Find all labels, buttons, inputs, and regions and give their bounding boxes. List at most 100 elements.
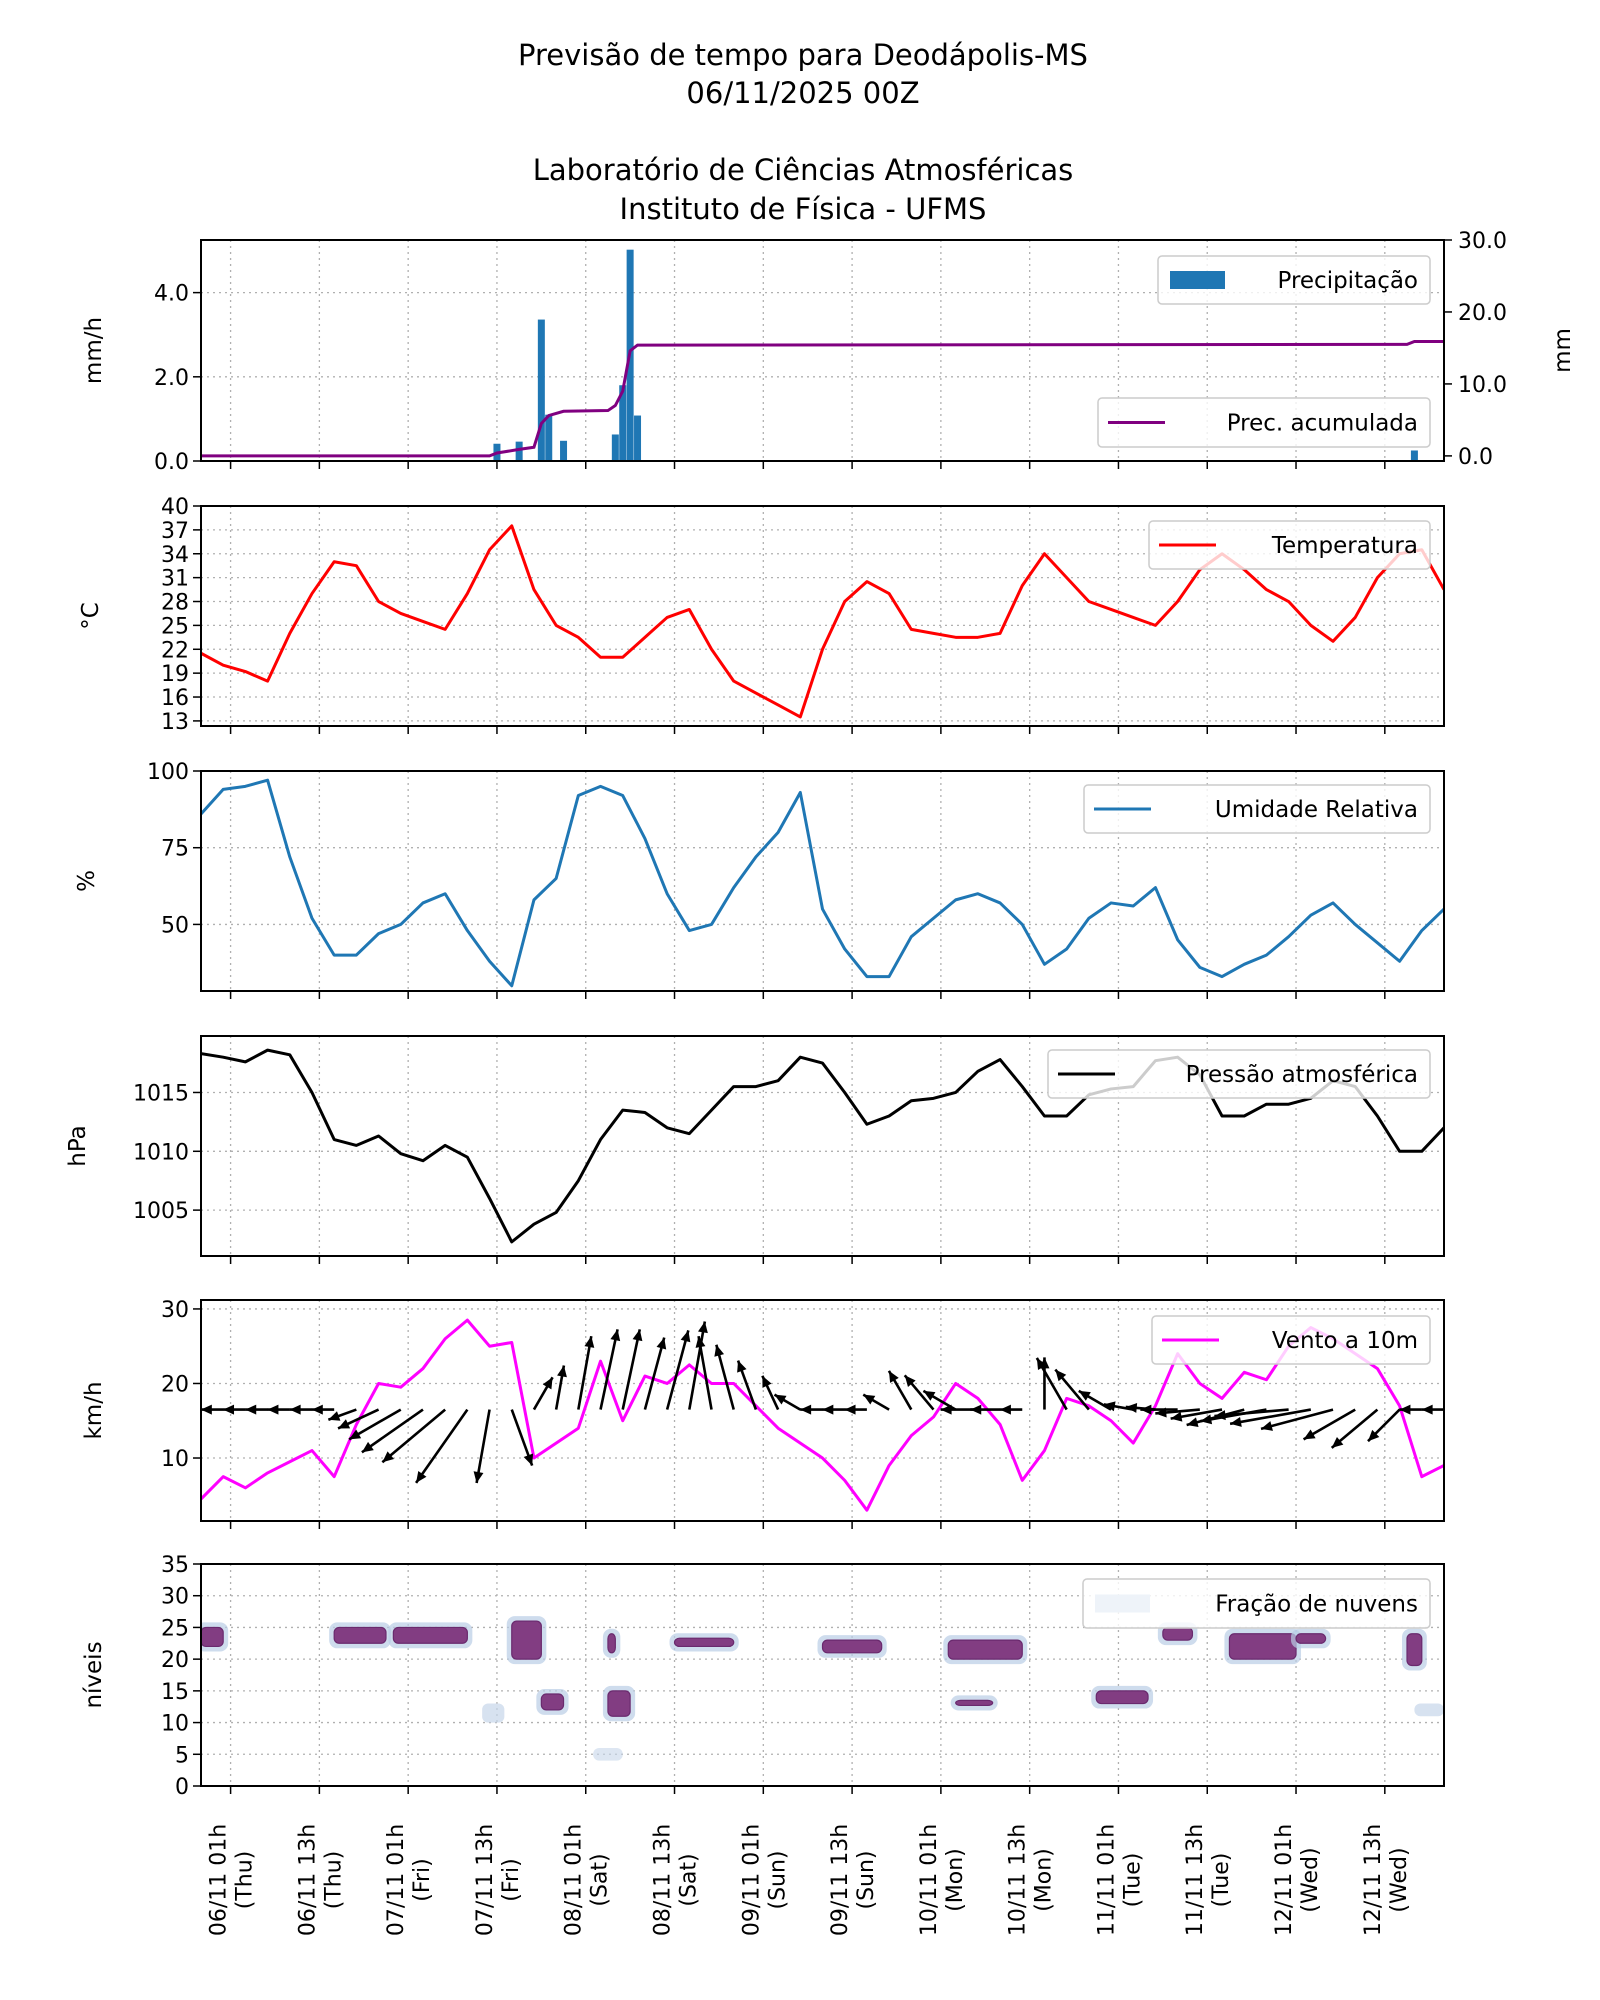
x-tick-label: 07/11 01h (Fri): [384, 1824, 435, 1936]
x-tick-date: 07/11 13h: [473, 1824, 498, 1936]
cloud-patch: [607, 1690, 631, 1717]
panel-pressure: 1005 1010 1015 hPa Pressão atmosférica: [65, 1035, 1445, 1264]
plot-area: [201, 1048, 1444, 1244]
wind-arrow: [361, 1408, 424, 1454]
wind-arrow: [1078, 1389, 1112, 1411]
wind-arrow-head: [223, 1404, 235, 1415]
x-tick-label: 08/11 01h (Sat): [562, 1824, 613, 1936]
x-tick-day: (Mon): [1032, 1848, 1057, 1912]
wind-arrow-head: [714, 1344, 725, 1357]
wind-arrow-shaft: [665, 1330, 690, 1410]
pressure-line: [201, 1048, 1444, 1244]
y-axis-label: mm/h: [81, 317, 107, 384]
y-tick-label: 1010: [133, 1140, 189, 1165]
x-tick-label: 10/11 01h (Mon): [917, 1824, 968, 1936]
y-tick-label: 34: [161, 543, 189, 568]
legend: Precipitação: [1157, 255, 1431, 305]
wind-arrow: [201, 1404, 224, 1415]
title-line-3: Laboratório de Ciências Atmosféricas: [533, 153, 1074, 187]
y-tick-label: 19: [161, 662, 189, 687]
wind-arrow: [1155, 1407, 1200, 1418]
x-tick-date: 07/11 01h: [384, 1824, 409, 1936]
wind-arrow: [736, 1360, 758, 1411]
wind-arrow-head: [923, 1390, 936, 1401]
wind-arrow: [862, 1393, 890, 1411]
wind-arrow-shaft: [643, 1337, 666, 1410]
wind-arrow-head: [338, 1419, 351, 1429]
wind-arrow: [348, 1408, 402, 1441]
accumulated-precip-line: [201, 339, 1444, 458]
axes-frame: [200, 239, 1445, 462]
plot-area: [201, 249, 1444, 461]
cloud-patch: [607, 1633, 616, 1654]
wind-arrow-head: [680, 1330, 691, 1343]
legend-label: Temperatura: [1271, 533, 1418, 559]
cloud-patch: [1228, 1633, 1297, 1660]
wind-arrow-head: [737, 1360, 747, 1373]
y-tick-label-right: 10.0: [1458, 373, 1507, 398]
wind-arrow-head: [179, 1405, 190, 1415]
precip-bar: [611, 434, 619, 461]
y-tick-label: 25: [161, 1616, 189, 1641]
precip-bar: [1410, 450, 1418, 461]
cloud-patch: [821, 1639, 883, 1654]
x-tick-label: 06/11 13h (Thu): [295, 1824, 346, 1936]
precip-bar: [619, 385, 627, 461]
wind-arrow: [223, 1404, 246, 1415]
wind-arrow: [381, 1408, 446, 1464]
cloud-patch: [392, 1626, 468, 1644]
wind-arrow-shaft: [1260, 1408, 1334, 1431]
cloud-patch: [1295, 1633, 1327, 1644]
y-tick-label: 4.0: [154, 282, 189, 307]
y-tick-label: 5: [175, 1743, 189, 1768]
legend-frame: [1083, 784, 1431, 834]
precip-bar: [560, 440, 568, 461]
wind-arrow: [903, 1374, 935, 1411]
wind-arrow: [311, 1404, 335, 1415]
y-tick-label: 31: [161, 567, 189, 592]
axes-frame: [200, 505, 1445, 727]
y-tick-label: 75: [161, 837, 189, 862]
wind-arrow-head: [656, 1337, 667, 1350]
wind-arrow-head: [940, 1404, 952, 1415]
cloud-patch: [540, 1693, 565, 1711]
wind-arrow: [714, 1344, 735, 1410]
wind-arrow: [1214, 1408, 1289, 1421]
y-tick-label: 1005: [133, 1199, 189, 1224]
wind-arrow: [761, 1375, 780, 1411]
wind-arrow-shaft: [697, 1335, 713, 1410]
wind-arrow-shaft: [414, 1408, 469, 1484]
cloud-patch: [673, 1637, 735, 1648]
y-tick-label: 16: [161, 686, 189, 711]
wind-arrow-shaft: [475, 1409, 491, 1484]
wind-arrow-head: [970, 1404, 982, 1415]
y-tick-label: 100: [147, 760, 189, 785]
wind-arrow-shaft: [621, 1329, 642, 1410]
cloud-patch-light: [1414, 1703, 1444, 1717]
x-tick-label: 11/11 01h (Tue): [1094, 1824, 1145, 1936]
wind-arrow-head: [844, 1404, 856, 1415]
wind-arrow-head: [1261, 1421, 1273, 1431]
x-tick-date: 12/11 13h: [1361, 1824, 1386, 1936]
wind-arrow-head: [632, 1329, 643, 1342]
wind-arrow-head: [382, 1451, 394, 1463]
x-tick-label: 07/11 13h (Fri): [473, 1824, 524, 1936]
wind-arrow-head: [1055, 1369, 1067, 1382]
y-axis-label-right: mm: [1550, 328, 1576, 373]
x-tick-day: (Wed): [1298, 1847, 1323, 1912]
x-tick-date: 11/11 13h: [1183, 1824, 1208, 1936]
wind-arrow: [245, 1404, 268, 1415]
axes-frame: [200, 1563, 1445, 1787]
wind-arrow-shaft: [1214, 1408, 1289, 1418]
wind-arrow: [473, 1409, 491, 1484]
x-tick-day: (Fri): [410, 1858, 435, 1901]
wind-arrow-head: [361, 1441, 374, 1453]
wind-arrow-head: [311, 1404, 323, 1415]
wind-line: [201, 1318, 1444, 1512]
wind-arrow-shaft: [715, 1344, 735, 1410]
wind-arrow-head: [1421, 1404, 1433, 1415]
humidity-line: [201, 778, 1444, 988]
x-tick-label: 12/11 01h (Wed): [1272, 1824, 1323, 1936]
wind-arrow: [414, 1408, 469, 1484]
wind-arrow-head: [800, 1404, 812, 1415]
